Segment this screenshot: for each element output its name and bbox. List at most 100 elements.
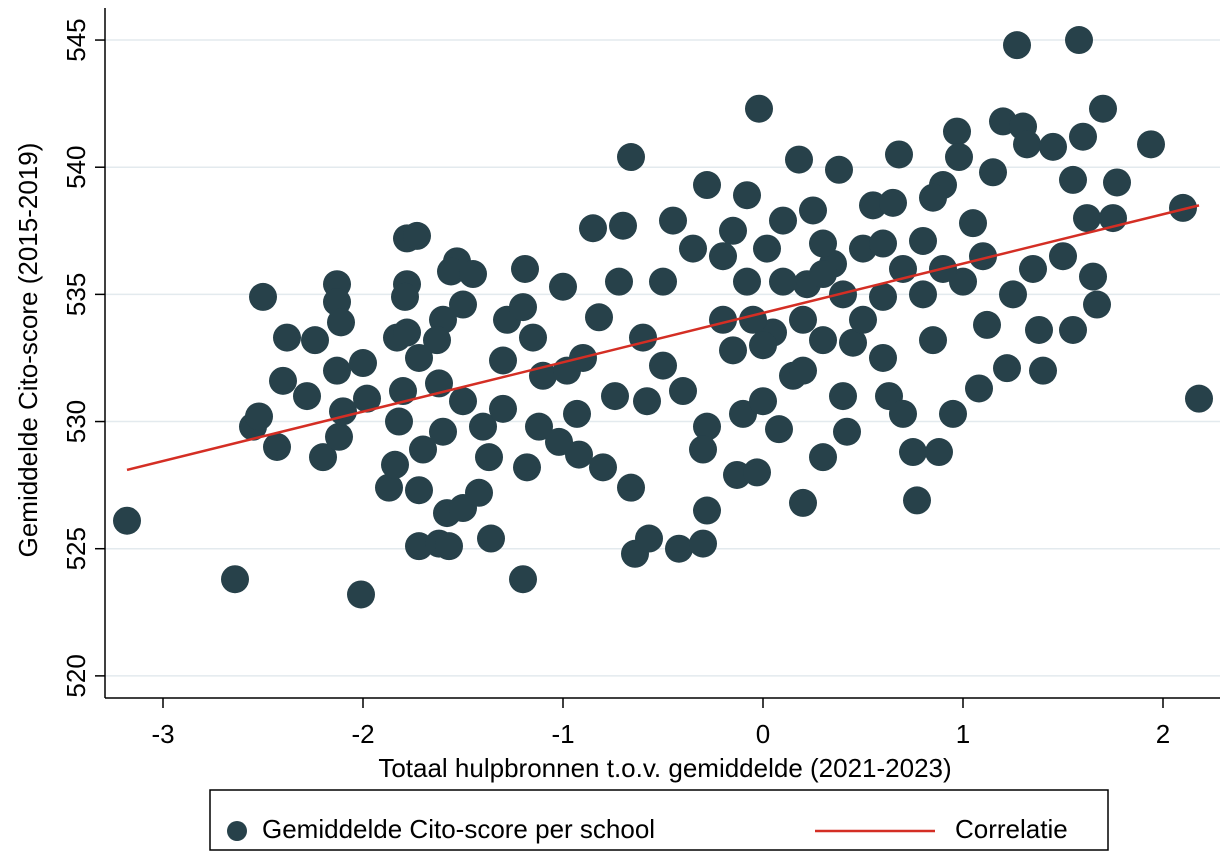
point	[635, 524, 663, 553]
point	[869, 229, 897, 258]
point	[617, 473, 645, 502]
point	[353, 384, 381, 413]
point	[869, 282, 897, 311]
y-tick-label: 545	[61, 18, 91, 61]
point	[709, 305, 737, 334]
point	[809, 443, 837, 472]
point	[629, 323, 657, 352]
point	[1003, 31, 1031, 60]
point	[833, 417, 861, 446]
point	[1103, 168, 1131, 197]
point	[1029, 356, 1057, 385]
point	[1059, 315, 1087, 344]
point	[393, 318, 421, 347]
legend-marker	[227, 821, 247, 841]
point	[999, 280, 1027, 309]
point	[1013, 130, 1041, 159]
point	[409, 435, 437, 464]
point	[309, 443, 337, 472]
point	[659, 206, 687, 235]
point	[909, 280, 937, 309]
x-tick-label: 0	[756, 719, 770, 749]
point	[435, 532, 463, 561]
point	[689, 435, 717, 464]
point	[325, 422, 353, 451]
point	[749, 387, 777, 416]
point	[649, 351, 677, 380]
point	[753, 234, 781, 263]
point	[1065, 26, 1093, 55]
point	[729, 399, 757, 428]
point	[617, 143, 645, 172]
legend-box	[209, 789, 1109, 851]
point	[609, 211, 637, 240]
legend-label: Correlatie	[955, 814, 1068, 844]
point	[809, 229, 837, 258]
point	[945, 143, 973, 172]
x-tick-label: 1	[956, 719, 970, 749]
point	[899, 438, 927, 467]
point	[733, 181, 761, 210]
point	[489, 394, 517, 423]
point	[385, 407, 413, 436]
point	[221, 565, 249, 594]
point	[969, 242, 997, 271]
point	[1185, 384, 1213, 413]
point	[449, 290, 477, 319]
point	[1073, 204, 1101, 233]
point	[849, 305, 877, 334]
point	[903, 486, 931, 515]
x-tick-label: -3	[151, 719, 174, 749]
point	[919, 326, 947, 355]
y-tick-label: 535	[61, 273, 91, 316]
point	[689, 529, 717, 558]
point	[733, 267, 761, 296]
point	[879, 188, 907, 217]
point	[263, 432, 291, 461]
point	[293, 382, 321, 411]
point	[511, 254, 539, 283]
point	[381, 450, 409, 479]
point	[405, 343, 433, 372]
point	[601, 382, 629, 411]
point	[743, 458, 771, 487]
point	[693, 496, 721, 525]
point	[565, 440, 593, 469]
point	[513, 453, 541, 482]
point	[965, 374, 993, 403]
y-tick-label: 525	[61, 527, 91, 570]
point	[633, 387, 661, 416]
fit-line	[126, 204, 1200, 472]
point	[919, 183, 947, 212]
point	[509, 293, 537, 322]
point	[973, 310, 1001, 339]
point	[993, 354, 1021, 383]
point	[739, 305, 767, 334]
point	[449, 387, 477, 416]
point	[889, 399, 917, 428]
point	[405, 476, 433, 505]
point	[1059, 165, 1087, 194]
point	[679, 234, 707, 263]
point	[825, 155, 853, 184]
point	[869, 343, 897, 372]
point	[769, 267, 797, 296]
point	[589, 453, 617, 482]
point	[113, 506, 141, 535]
point	[789, 488, 817, 517]
point	[829, 382, 857, 411]
point	[693, 171, 721, 200]
point	[979, 158, 1007, 187]
point	[509, 565, 537, 594]
point	[693, 412, 721, 441]
point	[327, 308, 355, 337]
point	[669, 377, 697, 406]
point	[475, 443, 503, 472]
point	[939, 399, 967, 428]
point	[403, 221, 431, 250]
point	[429, 417, 457, 446]
x-axis-label: Totaal hulpbronnen t.o.v. gemiddelde (20…	[378, 753, 951, 783]
point	[269, 366, 297, 395]
point	[1025, 315, 1053, 344]
